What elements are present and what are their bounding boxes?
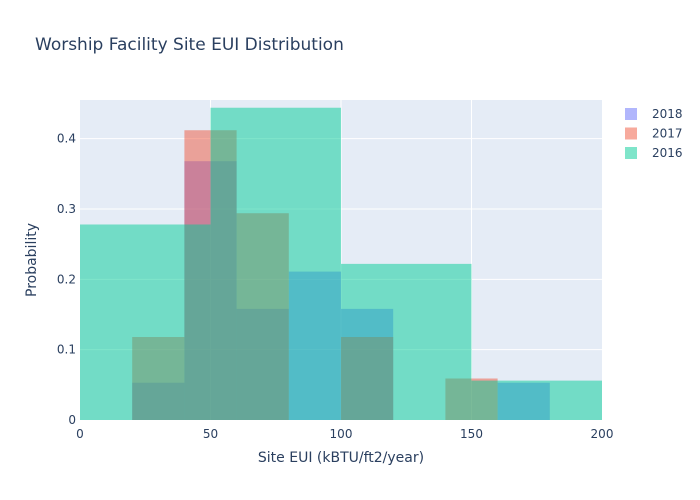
legend: 2018 2017 2016 bbox=[625, 107, 683, 160]
y-tick-label: 0.3 bbox=[57, 202, 76, 216]
x-tick-label: 200 bbox=[591, 427, 614, 441]
legend-label-2018: 2018 bbox=[652, 107, 683, 121]
legend-label-2016: 2016 bbox=[652, 146, 683, 160]
y-tick-label: 0.2 bbox=[57, 272, 76, 286]
x-tick-label: 0 bbox=[76, 427, 84, 441]
legend-swatch-2018 bbox=[625, 108, 637, 120]
legend-swatch-2017 bbox=[625, 127, 637, 140]
y-axis-ticks: 0 0.1 0.2 0.3 0.4 bbox=[57, 132, 76, 427]
y-tick-label: 0.4 bbox=[57, 132, 76, 146]
x-tick-label: 50 bbox=[203, 427, 218, 441]
legend-label-2017: 2017 bbox=[652, 127, 683, 141]
x-axis-title: Site EUI (kBTU/ft2/year) bbox=[258, 450, 424, 466]
histogram-bar-2016 bbox=[341, 263, 472, 420]
y-axis-title: Probability bbox=[24, 223, 40, 297]
histogram-bar-2016 bbox=[471, 380, 602, 420]
x-tick-label: 150 bbox=[460, 427, 483, 441]
x-tick-label: 100 bbox=[330, 427, 353, 441]
y-tick-label: 0.1 bbox=[57, 343, 76, 357]
histogram-bar-2016 bbox=[210, 107, 341, 420]
bars bbox=[80, 107, 602, 420]
chart-title: Worship Facility Site EUI Distribution bbox=[35, 35, 344, 55]
histogram-bar-2016 bbox=[80, 224, 211, 420]
y-tick-label: 0 bbox=[68, 413, 76, 427]
legend-swatch-2016 bbox=[625, 147, 637, 159]
x-axis-ticks: 0 50 100 150 200 bbox=[76, 427, 613, 441]
